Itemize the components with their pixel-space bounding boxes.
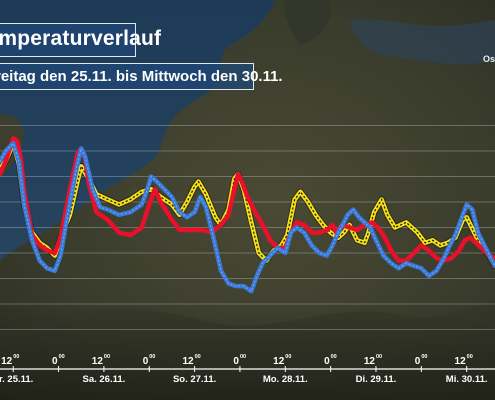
x-tick-label-sup: 00 — [240, 354, 246, 360]
x-tick-label: 0 — [143, 356, 149, 367]
day-label: Mo. 28.11. — [263, 374, 308, 385]
x-tick-label-sup: 00 — [59, 354, 65, 360]
x-tick-label-sup: 00 — [421, 354, 427, 360]
day-label: Mi. 30.11. — [446, 374, 488, 385]
day-label: So. 27.11. — [173, 374, 216, 385]
chart-grid — [0, 125, 495, 330]
x-tick-label: 12 — [92, 356, 104, 367]
x-tick-label-sup: 00 — [195, 354, 201, 360]
chart-title: Temperaturverlauf — [0, 27, 162, 50]
x-tick-label-sup: 00 — [467, 354, 473, 360]
chart-subtitle: von Freitag den 25.11. bis Mittwoch den … — [0, 68, 283, 85]
x-tick-label: 12 — [273, 356, 285, 367]
x-tick-label-sup: 00 — [13, 354, 19, 360]
x-tick-label-sup: 00 — [149, 354, 155, 360]
x-tick-label-sup: 00 — [376, 354, 382, 360]
x-tick-label-sup: 00 — [331, 354, 337, 360]
x-tick-label-sup: 00 — [285, 354, 291, 360]
chart-x-axis: 120000012000001200000120000012000001200F… — [0, 354, 495, 385]
series-line-blue-dots — [0, 142, 495, 293]
subtitle-box: von Freitag den 25.11. bis Mittwoch den … — [0, 63, 283, 90]
x-tick-label: 12 — [455, 356, 467, 367]
series-line-dots — [0, 141, 495, 267]
x-tick-label: 12 — [182, 356, 194, 367]
x-tick-label: 12 — [1, 356, 13, 367]
chart-series — [0, 136, 495, 294]
x-tick-label: 0 — [415, 356, 421, 367]
corner-label: Os — [482, 54, 495, 64]
x-tick-label: 0 — [324, 356, 330, 367]
x-tick-label: 12 — [364, 356, 376, 367]
x-tick-label-sup: 00 — [104, 354, 110, 360]
x-tick-label: 0 — [233, 356, 239, 367]
title-box: Temperaturverlauf — [0, 23, 161, 57]
day-label: Fr. 25.11. — [0, 374, 33, 385]
day-label: Sa. 26.11. — [83, 374, 126, 385]
x-tick-label: 0 — [52, 356, 58, 367]
day-label: Di. 29.11. — [356, 374, 397, 385]
